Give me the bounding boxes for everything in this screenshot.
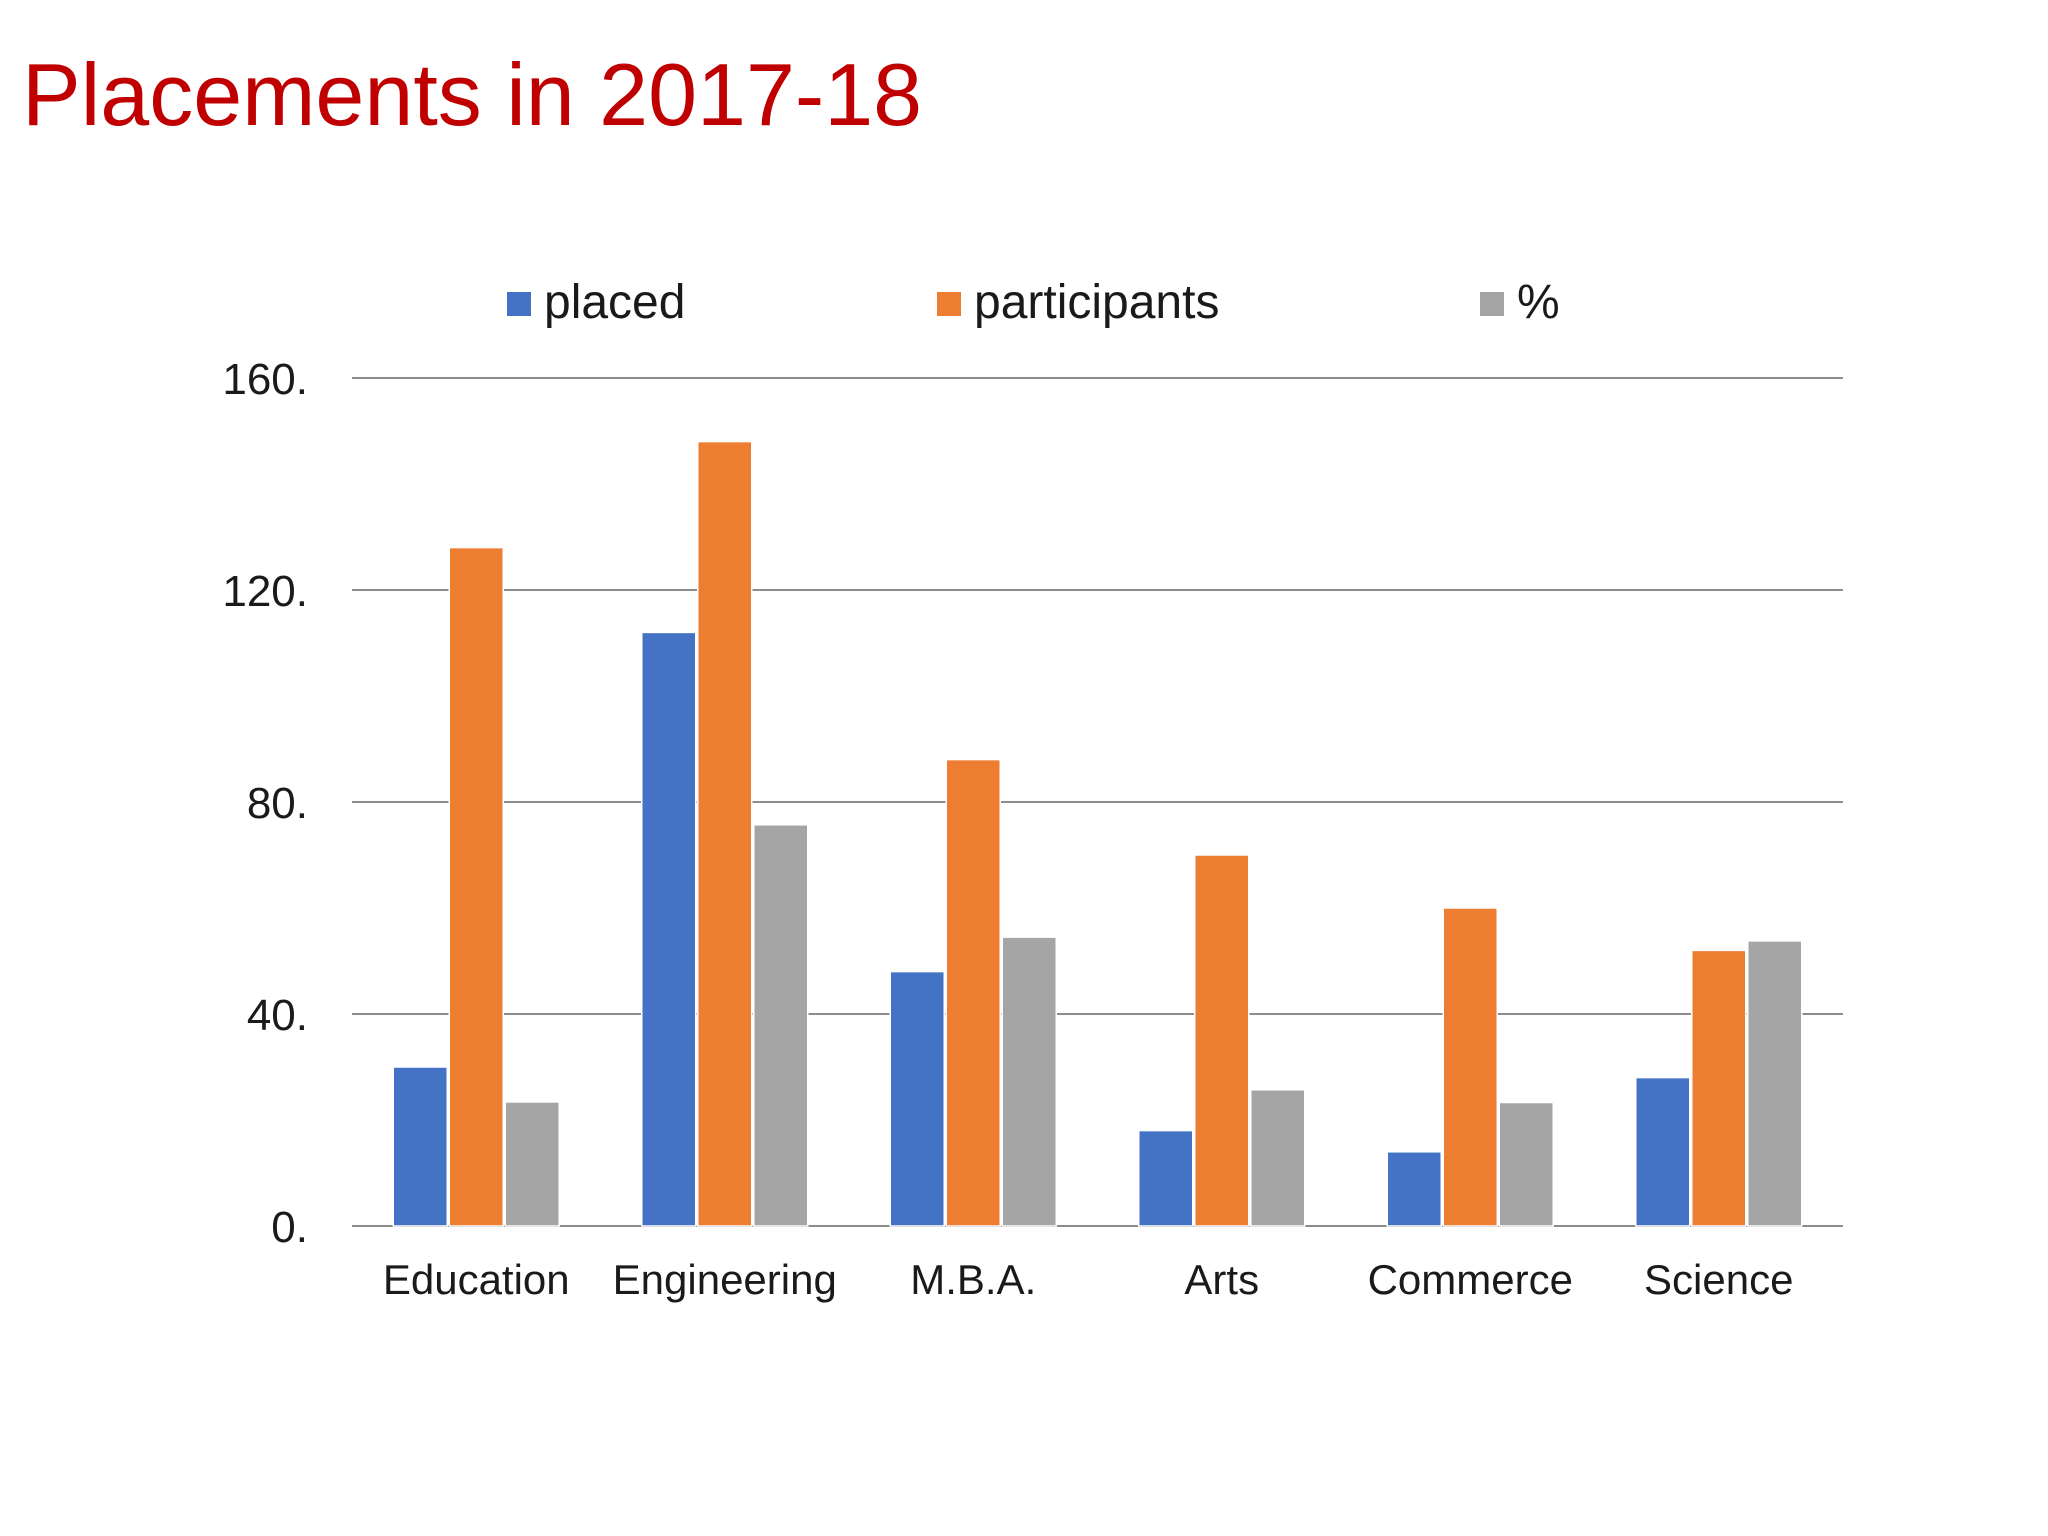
bar-pct-science [1747,940,1803,1227]
y-tick-label: 0. [271,1203,308,1252]
legend-swatch [1480,292,1504,316]
bar-participants-science [1691,949,1747,1227]
legend-label: participants [974,276,1219,329]
legend-label: placed [544,276,685,329]
bar-participants-commerce [1442,907,1498,1227]
bar-pct-engineering [753,824,809,1227]
x-tick-label: Science [1644,1256,1793,1303]
bar-participants-mba [945,758,1001,1227]
legend: placed participants% [507,276,1560,329]
y-tick-label: 80. [247,779,308,828]
axis-labels: 0. 40. 80. 120. 160. Education Engineering M.B.… [222,355,1793,1303]
bars [392,440,1803,1227]
bar-pct-commerce [1498,1101,1554,1227]
legend-item: % [1480,276,1560,329]
legend-swatch [507,292,531,316]
y-tick-label: 40. [247,991,308,1040]
x-tick-label: M.B.A. [910,1256,1036,1303]
legend-swatch [937,292,961,316]
x-tick-label: Arts [1184,1256,1259,1303]
legend-item: participants [937,276,1219,329]
bar-pct-education [504,1101,560,1227]
legend-label: % [1517,276,1560,329]
x-tick-label: Engineering [613,1256,837,1303]
bar-participants-education [448,546,504,1227]
bar-pct-mba [1001,936,1057,1227]
y-tick-label: 120. [222,567,308,616]
page-title: Placements in 2017-18 [22,45,923,144]
bar-participants-engineering [697,440,753,1227]
bar-placed-education [392,1066,448,1227]
bar-placed-commerce [1386,1151,1442,1227]
bar-participants-arts [1194,854,1250,1227]
bar-placed-mba [889,970,945,1227]
x-tick-label: Education [383,1256,570,1303]
y-tick-label: 160. [222,355,308,404]
bar-placed-engineering [641,631,697,1227]
bar-pct-arts [1250,1089,1306,1227]
bar-placed-science [1635,1076,1691,1227]
gridlines [352,377,1843,1227]
bar-placed-arts [1138,1129,1194,1227]
legend-item: placed [507,276,685,329]
x-tick-label: Commerce [1368,1256,1573,1303]
